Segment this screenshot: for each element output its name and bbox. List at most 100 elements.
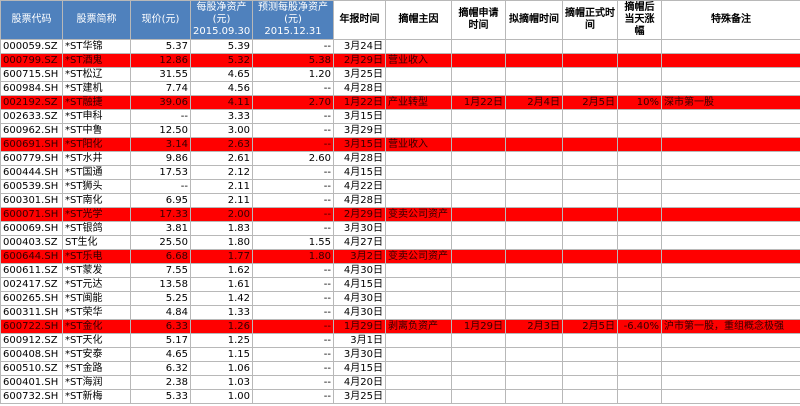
table-cell: ST生化	[62, 235, 131, 250]
table-cell: *ST融捷	[62, 95, 131, 110]
table-cell: *ST南化	[62, 193, 131, 208]
table-body: 000059.SZ *ST华锦 5.37 5.39 -- 3月24日 000799.SZ *S…	[0, 39, 800, 404]
table-cell: 600444.SH	[0, 165, 63, 180]
table-cell	[505, 67, 563, 82]
table-cell	[505, 333, 563, 348]
table-cell	[505, 81, 563, 96]
table-cell	[617, 375, 662, 390]
table-cell: 002633.SZ	[0, 109, 63, 124]
table-cell	[451, 67, 506, 82]
table-cell: 600779.SH	[0, 151, 63, 166]
table-cell: 2月29日	[333, 53, 386, 68]
table-cell	[661, 249, 800, 264]
table-cell	[505, 179, 563, 194]
table-cell	[505, 151, 563, 166]
table-row: 000799.SZ *ST酒鬼 12.86 5.32 5.38 2月29日 营业收入	[0, 53, 800, 68]
table-cell: --	[252, 137, 334, 152]
table-cell: 3月24日	[333, 39, 386, 54]
table-row: 600401.SH *ST海润 2.38 1.03 -- 4月20日	[0, 375, 800, 390]
table-cell: *ST水井	[62, 151, 131, 166]
table-cell: 3月15日	[333, 137, 386, 152]
table-cell	[451, 81, 506, 96]
table-cell: *ST蒙发	[62, 263, 131, 278]
table-cell: 4.65	[190, 67, 253, 82]
table-cell	[617, 53, 662, 68]
table-cell	[505, 221, 563, 236]
table-cell	[562, 347, 618, 362]
table-cell: 3月29日	[333, 123, 386, 138]
table-cell: 4.11	[190, 95, 253, 110]
table-cell	[562, 305, 618, 320]
table-cell: 5.39	[190, 39, 253, 54]
table-cell	[451, 249, 506, 264]
table-cell	[661, 67, 800, 82]
table-cell	[562, 361, 618, 376]
table-cell: --	[252, 193, 334, 208]
header-row: 股票代码 股票简称 现价(元) 每股净资产(元) 2015.09.30 预测每股净资产(元…	[0, 0, 800, 40]
header-title: 预测每股净资产(元)	[258, 2, 328, 25]
table-row: 600071.SH *ST光学 17.33 2.00 -- 2月29日 变卖公司资产	[0, 207, 800, 222]
table-cell: 3.00	[190, 123, 253, 138]
table-cell: 2.00	[190, 207, 253, 222]
table-cell: 600301.SH	[0, 193, 63, 208]
table-cell: 3.33	[190, 109, 253, 124]
table-cell: 4月27日	[333, 235, 386, 250]
table-cell: --	[252, 179, 334, 194]
table-cell: 2月5日	[562, 319, 618, 334]
table-row: 600069.SH *ST银鸽 3.81 1.83 -- 3月30日	[0, 221, 800, 236]
table-cell: 17.33	[130, 207, 191, 222]
table-cell: --	[252, 165, 334, 180]
table-cell	[385, 67, 452, 82]
header-title: 现价(元)	[141, 14, 180, 25]
table-cell: *ST阳化	[62, 137, 131, 152]
table-cell	[505, 249, 563, 264]
table-cell	[385, 347, 452, 362]
table-cell: 深市第一股	[661, 95, 800, 110]
table-cell: *ST金化	[62, 319, 131, 334]
table-cell: 2.11	[190, 179, 253, 194]
table-cell: 4月15日	[333, 277, 386, 292]
table-cell	[505, 375, 563, 390]
table-cell: 1.15	[190, 347, 253, 362]
table-cell: 6.32	[130, 361, 191, 376]
table-cell	[385, 389, 452, 404]
table-cell: 1.20	[252, 67, 334, 82]
header-date: 2015.12.31	[264, 26, 322, 37]
table-cell	[617, 165, 662, 180]
table-cell	[562, 67, 618, 82]
table-cell: 17.53	[130, 165, 191, 180]
table-row: 600715.SH *ST松辽 31.55 4.65 1.20 3月25日	[0, 67, 800, 82]
table-cell: 2.60	[252, 151, 334, 166]
table-cell	[661, 277, 800, 292]
table-cell: 1月22日	[451, 95, 506, 110]
table-cell: --	[252, 81, 334, 96]
table-cell: 4月30日	[333, 305, 386, 320]
table-cell: *ST新梅	[62, 389, 131, 404]
table-cell: 3月30日	[333, 347, 386, 362]
table-cell: 4月28日	[333, 193, 386, 208]
table-cell: 600611.SZ	[0, 263, 63, 278]
table-cell: 4月15日	[333, 361, 386, 376]
table-cell	[661, 333, 800, 348]
table-cell: *ST中鲁	[62, 123, 131, 138]
table-cell: 600265.SH	[0, 291, 63, 306]
table-cell	[451, 53, 506, 68]
table-cell: *ST松辽	[62, 67, 131, 82]
table-cell: *ST申科	[62, 109, 131, 124]
table-cell: 600984.SH	[0, 81, 63, 96]
table-cell	[451, 305, 506, 320]
table-cell: *ST荣华	[62, 305, 131, 320]
table-cell	[617, 123, 662, 138]
table-cell: 000059.SZ	[0, 39, 63, 54]
table-cell: 4月28日	[333, 81, 386, 96]
table-cell: 000403.SZ	[0, 235, 63, 250]
table-cell: 12.50	[130, 123, 191, 138]
table-cell	[661, 291, 800, 306]
table-cell	[451, 375, 506, 390]
table-cell	[505, 235, 563, 250]
table-cell	[562, 235, 618, 250]
table-cell	[385, 263, 452, 278]
table-cell	[562, 375, 618, 390]
table-cell: *ST海润	[62, 375, 131, 390]
